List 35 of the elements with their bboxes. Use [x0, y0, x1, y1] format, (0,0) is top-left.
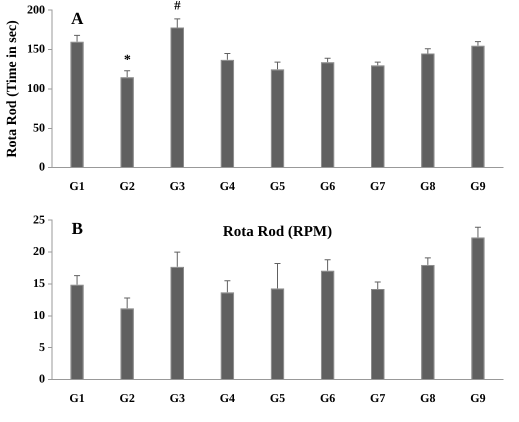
x-tick-label: G1	[69, 390, 85, 405]
x-tick-label: G7	[370, 390, 386, 405]
y-tick-label: 200	[27, 2, 45, 16]
x-tick-label: G9	[470, 390, 486, 405]
y-tick-label: 10	[33, 308, 45, 322]
y-tick-label: 0	[39, 160, 45, 174]
y-tick-label: 5	[39, 340, 45, 354]
x-tick-label: G8	[420, 178, 436, 193]
x-tick-label: G2	[119, 178, 135, 193]
chart-title: Rota Rod (RPM)	[222, 224, 332, 240]
annotation: B	[72, 219, 83, 238]
y-tick-label: 100	[27, 80, 45, 95]
x-tick-label: G2	[119, 390, 135, 405]
x-tick-label: G7	[370, 178, 386, 193]
x-tick-label: G6	[320, 390, 336, 405]
y-tick-label: 15	[33, 276, 45, 290]
x-tick-label: G9	[470, 178, 486, 193]
x-tick-label: G1	[69, 178, 85, 193]
x-tick-label: G3	[170, 178, 185, 193]
x-tick-label: G5	[270, 178, 286, 193]
y-tick-label: 50	[33, 120, 45, 134]
annotation: #	[174, 0, 182, 13]
y-tick-label: 0	[39, 372, 45, 386]
annotation: *	[124, 53, 131, 68]
y-tick-label: 25	[33, 212, 45, 226]
y-axis-title: Rota Rod (Time in sec)	[5, 20, 20, 158]
x-tick-label: G3	[170, 390, 185, 405]
x-tick-label: G6	[320, 178, 336, 193]
x-tick-label: G8	[420, 390, 436, 405]
y-tick-label: 20	[33, 244, 45, 258]
x-tick-label: G5	[270, 390, 286, 405]
y-tick-label: 150	[27, 42, 45, 56]
x-tick-label: G4	[220, 178, 236, 193]
x-tick-label: G4	[220, 390, 236, 405]
annotation: A	[71, 9, 84, 28]
